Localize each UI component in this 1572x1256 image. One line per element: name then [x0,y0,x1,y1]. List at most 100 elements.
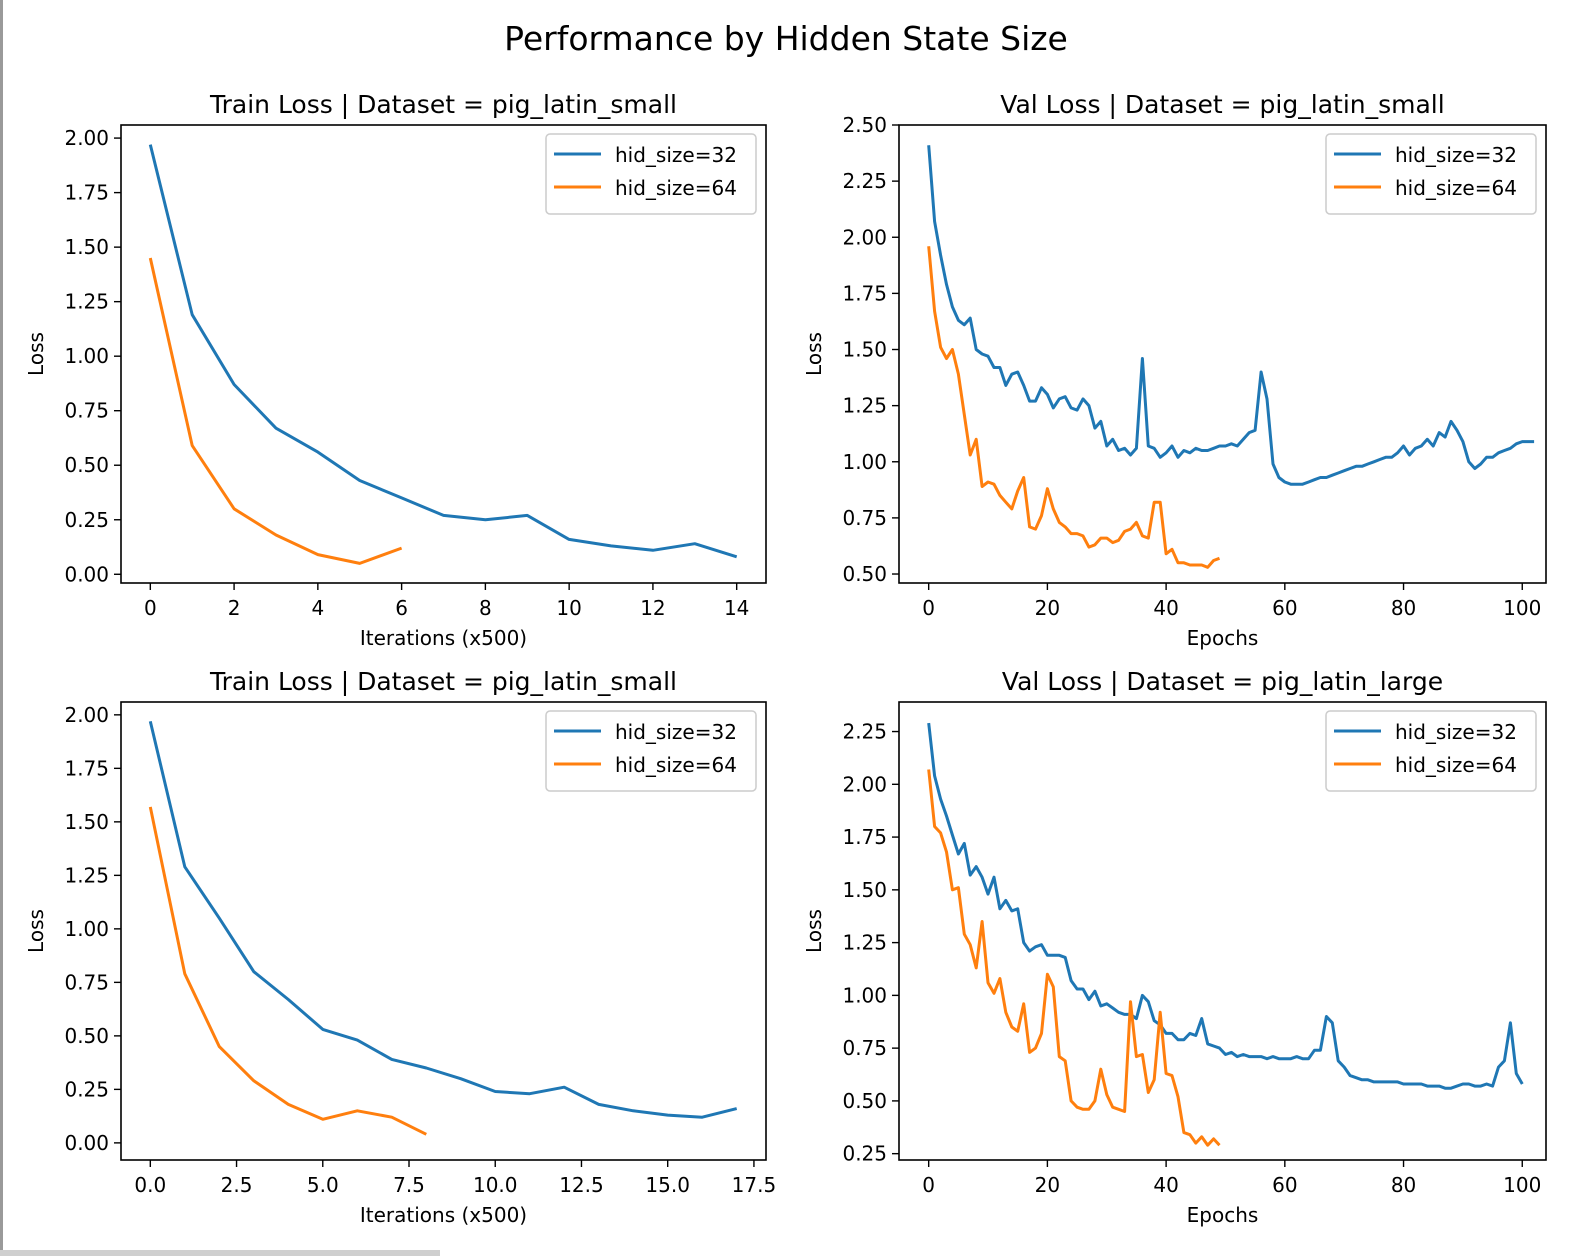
y-tick-label: 2.00 [64,703,109,727]
x-tick-label: 15.0 [645,1173,690,1197]
y-axis-label: Loss [802,909,826,953]
window-bottom-border [0,1250,440,1256]
axes-frame [898,124,1547,584]
y-tick-label: 1.75 [64,756,109,780]
y-axis-label: Loss [802,332,826,376]
y-tick-label: 0.25 [64,1077,109,1101]
y-tick-label: 1.50 [842,878,887,902]
x-tick-label: 60 [1272,596,1297,620]
axes-frame [120,701,767,1161]
x-axis-label: Epochs [1187,1203,1259,1227]
x-tick-label: 0.0 [134,1173,166,1197]
legend-label: hid_size=64 [615,753,737,777]
series-line-hid64 [927,769,1221,1147]
y-tick-label: 2.25 [842,720,887,744]
x-axis-label: Iterations (x500) [360,626,527,650]
legend-label: hid_size=64 [1395,753,1517,777]
x-tick-label: 40 [1153,596,1178,620]
y-tick-label: 0.75 [64,399,109,423]
legend-label: hid_size=64 [615,176,737,200]
x-axis-label: Iterations (x500) [360,1203,527,1227]
subplot-3: Train Loss | Dataset = pig_latin_small 0.… [24,667,776,1227]
x-tick-label: 40 [1153,1173,1178,1197]
y-tick-label: 1.50 [842,338,887,362]
x-tick-label: 0 [922,1173,935,1197]
y-tick-label: 1.25 [842,931,887,955]
x-tick-label: 7.5 [393,1173,425,1197]
subplot-title: Train Loss | Dataset = pig_latin_small [209,90,677,119]
x-tick-label: 14 [724,596,749,620]
subplot-2: Val Loss | Dataset = pig_latin_small 0 20 4… [802,90,1547,650]
y-tick-label: 0.50 [842,562,887,586]
y-tick-label: 1.50 [64,235,109,259]
y-tick-label: 2.50 [842,113,887,137]
x-tick-label: 2 [228,596,241,620]
x-tick-label: 80 [1391,1173,1416,1197]
legend-label: hid_size=32 [1395,720,1517,744]
subplot-4: Val Loss | Dataset = pig_latin_large 0 20 4… [802,667,1547,1227]
subplot-1: Train Loss | Dataset = pig_latin_small 0 2… [24,90,767,650]
series-line-hid64 [927,246,1221,569]
y-tick-label: 1.75 [64,181,109,205]
y-tick-label: 0.00 [64,562,109,586]
legend: hid_size=32 hid_size=64 [1325,710,1537,792]
y-tick-label: 0.50 [842,1089,887,1113]
y-tick-label: 1.00 [842,450,887,474]
x-tick-label: 4 [311,596,324,620]
x-tick-label: 20 [1035,596,1060,620]
x-tick-label: 12 [640,596,665,620]
legend: hid_size=32 hid_size=64 [545,133,757,215]
y-tick-label: 1.25 [64,290,109,314]
subplot-title: Val Loss | Dataset = pig_latin_large [1002,667,1443,696]
y-tick-label: 1.25 [842,394,887,418]
x-tick-label: 100 [1503,1173,1541,1197]
x-tick-label: 6 [395,596,408,620]
series-line-hid32 [148,144,738,559]
axes-frame [898,701,1547,1161]
x-tick-label: 0 [922,596,935,620]
series-line-hid32 [148,720,738,1119]
x-tick-label: 60 [1272,1173,1297,1197]
y-tick-label: 0.75 [64,970,109,994]
axes-frame [120,124,767,584]
y-tick-label: 1.00 [64,344,109,368]
x-tick-label: 80 [1391,596,1416,620]
y-tick-label: 0.00 [64,1131,109,1155]
x-tick-label: 12.5 [559,1173,604,1197]
y-tick-label: 1.00 [842,983,887,1007]
subplot-title: Val Loss | Dataset = pig_latin_small [1000,90,1444,119]
y-tick-label: 0.25 [842,1142,887,1166]
y-tick-label: 1.75 [842,281,887,305]
y-tick-label: 0.50 [64,453,109,477]
legend-label: hid_size=64 [1395,176,1517,200]
y-tick-label: 2.00 [842,772,887,796]
y-axis-label: Loss [24,909,48,953]
y-tick-label: 2.00 [64,126,109,150]
figure-title: Performance by Hidden State Size [504,19,1068,58]
x-tick-label: 2.5 [221,1173,253,1197]
y-tick-label: 0.25 [64,508,109,532]
legend: hid_size=32 hid_size=64 [1325,133,1537,215]
y-tick-label: 0.75 [842,1036,887,1060]
x-tick-label: 20 [1035,1173,1060,1197]
y-tick-label: 1.00 [64,917,109,941]
x-tick-label: 0 [144,596,157,620]
subplot-title: Train Loss | Dataset = pig_latin_small [209,667,677,696]
legend-label: hid_size=32 [1395,143,1517,167]
series-line-hid32 [927,145,1535,486]
y-tick-label: 1.50 [64,810,109,834]
x-axis-label: Epochs [1187,626,1259,650]
legend-label: hid_size=32 [615,143,737,167]
y-tick-label: 1.75 [842,825,887,849]
y-tick-label: 1.25 [64,863,109,887]
series-line-hid64 [148,257,403,565]
y-tick-label: 0.75 [842,506,887,530]
x-tick-label: 10 [556,596,581,620]
x-tick-label: 8 [479,596,492,620]
x-tick-label: 100 [1503,596,1541,620]
legend-label: hid_size=32 [615,720,737,744]
x-tick-label: 5.0 [307,1173,339,1197]
y-axis-label: Loss [24,332,48,376]
y-tick-label: 2.00 [842,225,887,249]
